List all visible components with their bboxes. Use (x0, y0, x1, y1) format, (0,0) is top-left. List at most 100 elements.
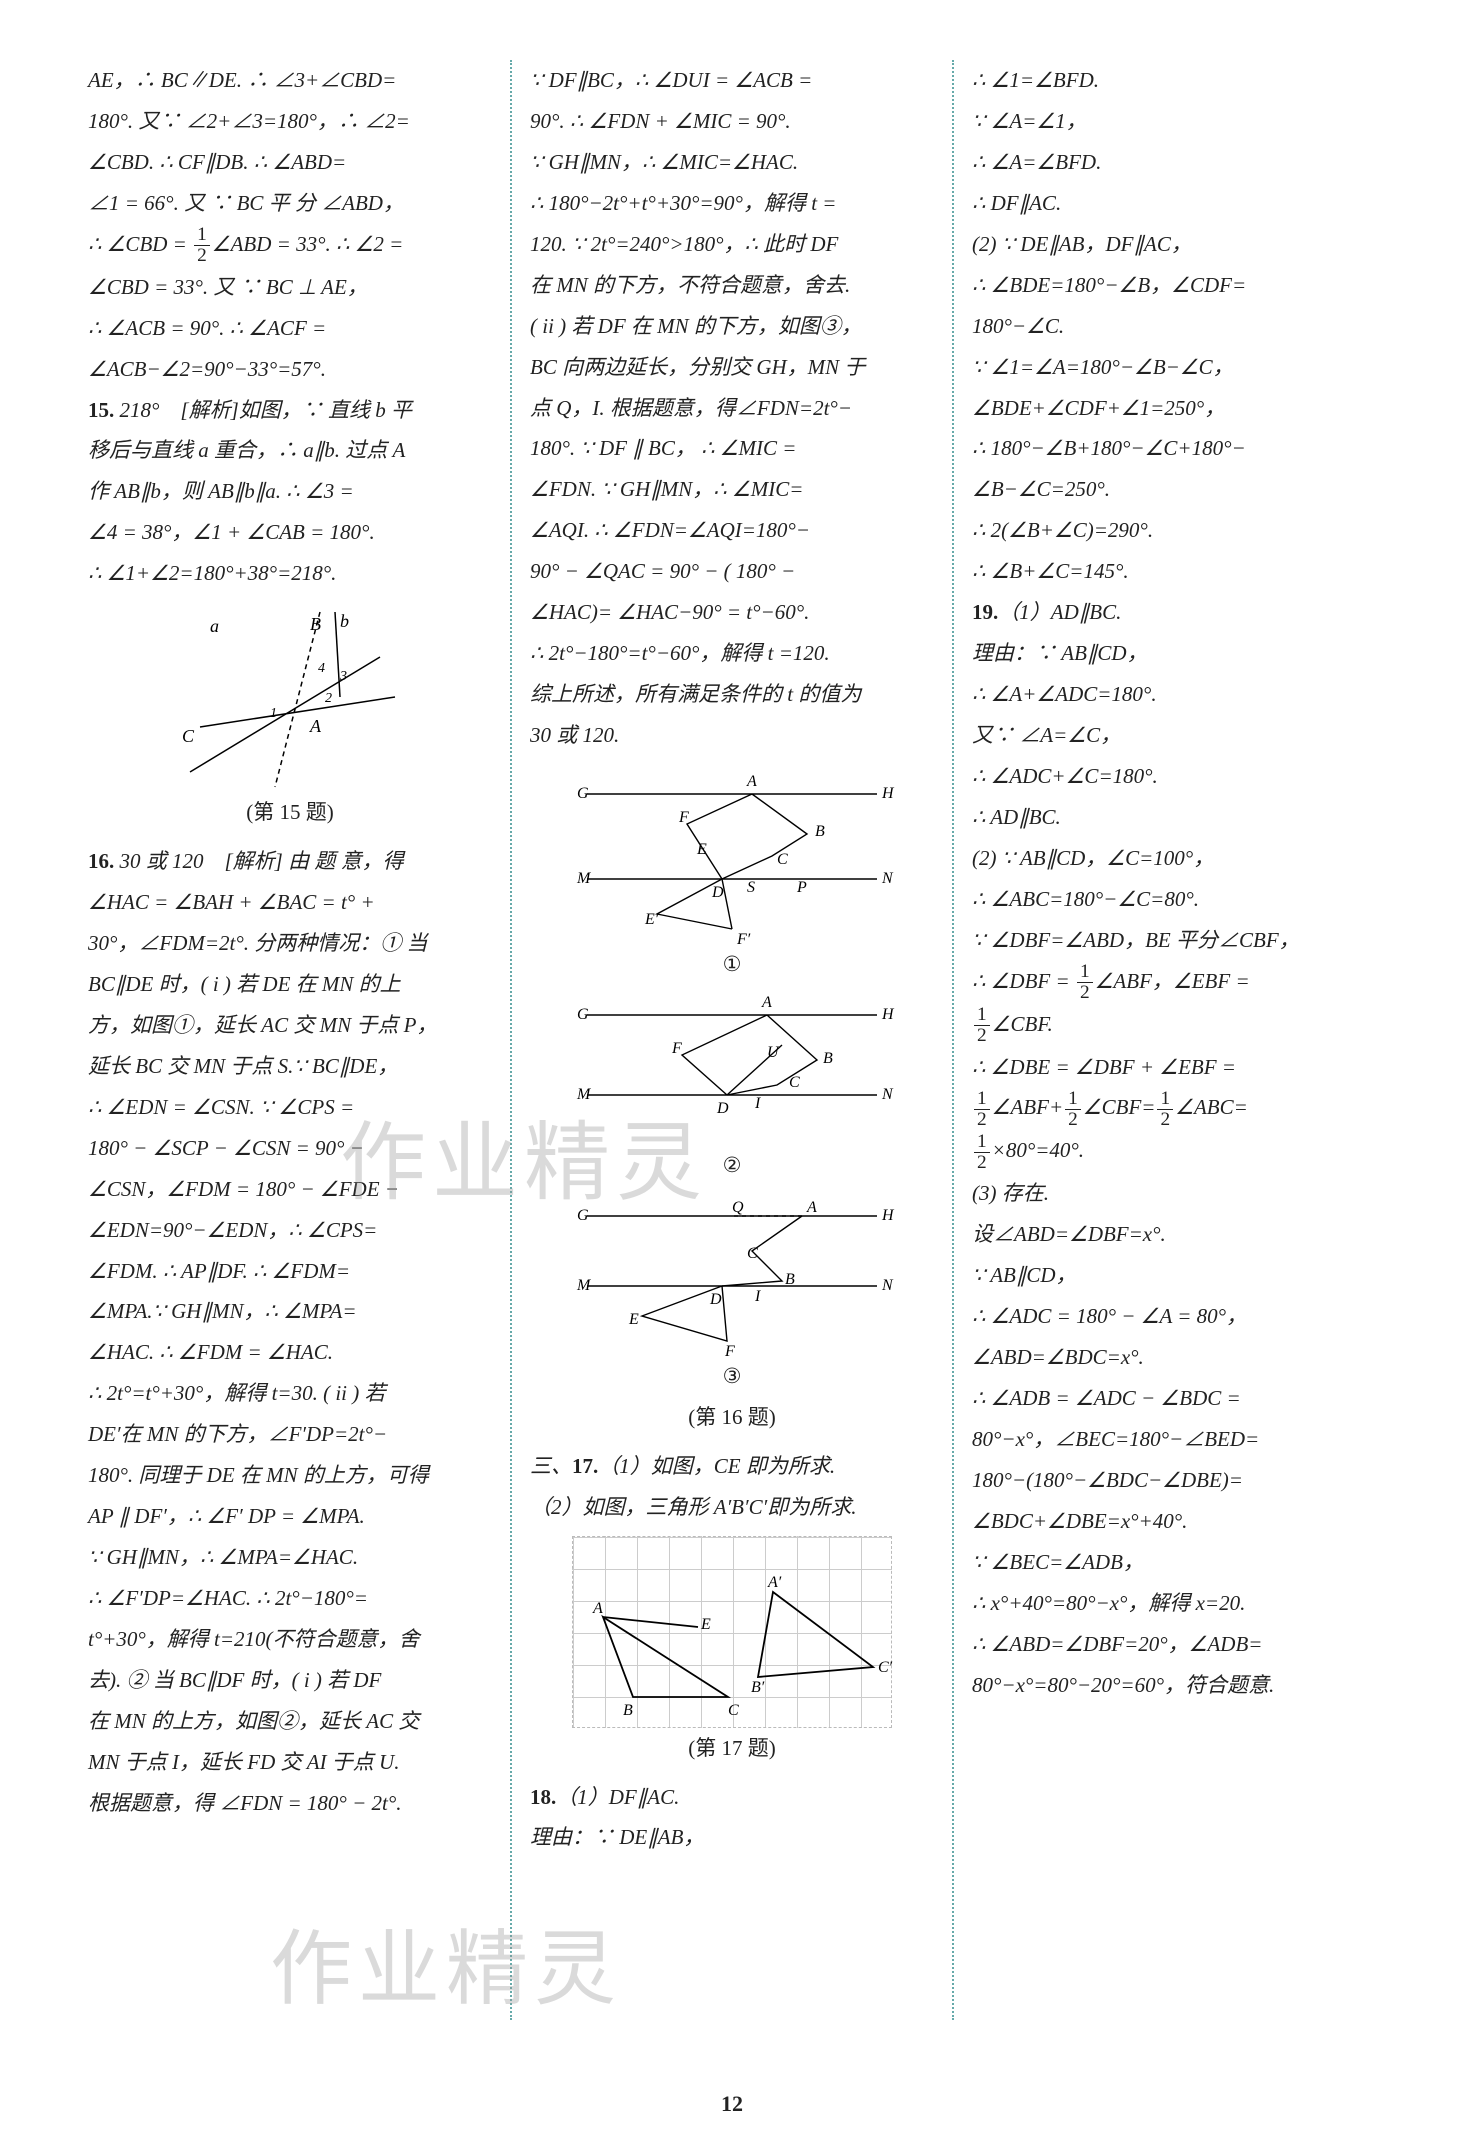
mid-text-line: ∴ 180°−2t°+t°+30°=90°，解得 t = (530, 183, 934, 224)
svg-text:A: A (746, 773, 757, 790)
right-text-line: ∠B−∠C=250°. (972, 469, 1376, 510)
left-text-line: ∴ ∠F′DP=∠HAC. ∴ 2t°−180°= (88, 1578, 492, 1619)
svg-text:G: G (577, 1207, 589, 1224)
left-text-line: ∠CBD. ∴ CF∥DB. ∴ ∠ABD= (88, 142, 492, 183)
svg-text:H: H (881, 1207, 895, 1224)
mid-text-line: 理由：∵ DE∥AB， (530, 1817, 934, 1858)
right-text-line: 理由：∵ AB∥CD， (972, 633, 1376, 674)
fig15-label-b: b (340, 611, 349, 631)
mid-text-line: 30 或 120. (530, 715, 934, 756)
figure-15-caption: (第 15 题) (88, 792, 492, 833)
left-text-line: 180°. 又∵ ∠2+∠3=180°，∴ ∠2= (88, 101, 492, 142)
mid-text-line: ∵ DF∥BC，∴ ∠DUI = ∠ACB = (530, 60, 934, 101)
svg-text:F: F (724, 1343, 735, 1356)
figure-17-grid: AE BC A′B′ C′ (572, 1536, 892, 1728)
mid-text-line: ∠HAC)= ∠HAC−90° = t°−60°. (530, 592, 934, 633)
right-text-line: ∴ ∠ABD=∠DBF=20°，∠ADB= (972, 1624, 1376, 1665)
svg-text:B′: B′ (751, 1679, 765, 1696)
left-text-line: 在 MN 的上方，如图②，延长 AC 交 (88, 1701, 492, 1742)
figure-16-num2: ② (530, 1145, 934, 1186)
fig15-label-1: 1 (270, 706, 277, 721)
svg-text:N: N (881, 1277, 894, 1294)
svg-text:B: B (823, 1050, 833, 1067)
svg-text:I: I (754, 1288, 761, 1305)
svg-text:B: B (815, 823, 825, 840)
left-text-line: AP ∥ DF′，∴ ∠F′ DP = ∠MPA. (88, 1496, 492, 1537)
right-text-line: ∴ ∠A=∠BFD. (972, 142, 1376, 183)
svg-text:E: E (628, 1311, 639, 1328)
mid-text-line: 90°. ∴ ∠FDN + ∠MIC = 90°. (530, 101, 934, 142)
left-text-line: 去). ② 当 BC∥DF 时，( i ) 若 DF (88, 1660, 492, 1701)
right-text-line: ∴ 2(∠B+∠C)=290°. (972, 510, 1376, 551)
left-text-line: 延长 BC 交 MN 于点 S.∵ BC∥DE， (88, 1046, 492, 1087)
mid-text-line: ∠FDN. ∵ GH∥MN，∴ ∠MIC= (530, 469, 934, 510)
svg-text:E′: E′ (644, 911, 659, 928)
svg-text:F′: F′ (736, 931, 751, 944)
fig15-label-a: a (210, 616, 219, 636)
left-text-line: ∴ ∠CBD = 12∠ABD = 33°. ∴ ∠2 = (88, 224, 492, 267)
right-text-line: ∴ ∠DBE = ∠DBF + ∠EBF = (972, 1047, 1376, 1088)
left-block-1: AE，∴ BC∥DE. ∴ ∠3+∠CBD=180°. 又∵ ∠2+∠3=180… (88, 60, 492, 594)
right-text-line: ∴ ∠ABC=180°−∠C=80°. (972, 879, 1376, 920)
figure-16-sub3: GH MN AQ CB DI EF (567, 1186, 897, 1356)
figure-15: a b B C A 1 2 3 4 (第 15 题) (88, 602, 492, 833)
svg-text:A: A (806, 1199, 817, 1216)
svg-text:N: N (881, 870, 894, 887)
svg-text:D: D (709, 1291, 722, 1308)
right-text-line: ∠ABD=∠BDC=x°. (972, 1337, 1376, 1378)
right-text-line: ∴ ∠ADC = 180° − ∠A = 80°， (972, 1296, 1376, 1337)
svg-text:G: G (577, 785, 589, 802)
fig15-label-B: B (310, 614, 321, 634)
mid-text-line: ∠AQI. ∴ ∠FDN=∠AQI=180°− (530, 510, 934, 551)
svg-text:S: S (747, 879, 755, 896)
right-text-line: ∵ ∠DBF=∠ABD，BE 平分∠CBF， (972, 920, 1376, 961)
left-text-line: 方，如图①，延长 AC 交 MN 于点 P， (88, 1005, 492, 1046)
right-text-line: 180°−∠C. (972, 306, 1376, 347)
svg-text:A′: A′ (767, 1574, 782, 1591)
left-text-line: t°+30°，解得 t=210(不符合题意，舍 (88, 1619, 492, 1660)
svg-text:I: I (754, 1095, 761, 1112)
middle-block-3: 18.（1）DF∥AC.理由：∵ DE∥AB， (530, 1777, 934, 1859)
left-text-line: ∴ ∠1+∠2=180°+38°=218°. (88, 553, 492, 594)
svg-text:F: F (671, 1040, 682, 1057)
svg-text:M: M (576, 1086, 592, 1103)
left-block-2: 16. 30 或 120 [解析] 由 题 意，得∠HAC = ∠BAH + ∠… (88, 841, 492, 1824)
mid-text-line: （2）如图，三角形 A′B′C′即为所求. (530, 1487, 934, 1528)
page-columns: AE，∴ BC∥DE. ∴ ∠3+∠CBD=180°. 又∵ ∠2+∠3=180… (70, 60, 1394, 2020)
right-text-line: 12∠CBF. (972, 1004, 1376, 1047)
svg-text:C′: C′ (878, 1659, 893, 1676)
svg-text:U: U (767, 1044, 780, 1061)
left-text-line: 180°. 同理于 DE 在 MN 的上方，可得 (88, 1455, 492, 1496)
right-text-line: 180°−(180°−∠BDC−∠DBE)= (972, 1460, 1376, 1501)
mid-text-line: 点 Q，I. 根据题意，得∠FDN=2t°− (530, 388, 934, 429)
svg-text:E: E (700, 1616, 711, 1633)
left-text-line: ∠4 = 38°，∠1 + ∠CAB = 180°. (88, 512, 492, 553)
right-text-line: ∠BDC+∠DBE=x°+40°. (972, 1501, 1376, 1542)
svg-text:P: P (796, 879, 807, 896)
right-text-line: 设∠ABD=∠DBF=x°. (972, 1214, 1376, 1255)
svg-text:G: G (577, 1006, 589, 1023)
left-text-line: ∴ ∠ACB = 90°. ∴ ∠ACF = (88, 308, 492, 349)
mid-text-line: 90° − ∠QAC = 90° − ( 180° − (530, 551, 934, 592)
figure-15-svg: a b B C A 1 2 3 4 (170, 602, 410, 792)
figure-16: GH MN AB CD FE E′F′ PS ① (530, 764, 934, 1438)
right-text-line: ∴ x°+40°=80°−x°，解得 x=20. (972, 1583, 1376, 1624)
left-text-line: MN 于点 I，延长 FD 交 AI 于点 U. (88, 1742, 492, 1783)
svg-text:C: C (789, 1074, 800, 1091)
left-text-line: ∠HAC. ∴ ∠FDM = ∠HAC. (88, 1332, 492, 1373)
svg-text:M: M (576, 1277, 592, 1294)
svg-text:C: C (777, 851, 788, 868)
left-text-line: 作 AB∥b，则 AB∥b∥a. ∴ ∠3 = (88, 471, 492, 512)
fig15-label-C: C (182, 726, 195, 746)
left-text-line: 180° − ∠SCP − ∠CSN = 90° − (88, 1128, 492, 1169)
left-text-line: ∠1 = 66°. 又 ∵ BC 平 分 ∠ABD， (88, 183, 492, 224)
right-text-line: ∵ ∠1=∠A=180°−∠B−∠C， (972, 347, 1376, 388)
right-text-line: ∴ ∠BDE=180°−∠B，∠CDF= (972, 265, 1376, 306)
svg-text:B: B (785, 1271, 795, 1288)
mid-text-line: 三、17.（1）如图，CE 即为所求. (530, 1446, 934, 1487)
fig15-label-A: A (309, 716, 322, 736)
right-text-line: ∠BDE+∠CDF+∠1=250°， (972, 388, 1376, 429)
svg-text:C: C (747, 1245, 758, 1262)
figure-17-svg: AE BC A′B′ C′ (573, 1537, 893, 1729)
right-text-line: ∵ ∠BEC=∠ADB， (972, 1542, 1376, 1583)
